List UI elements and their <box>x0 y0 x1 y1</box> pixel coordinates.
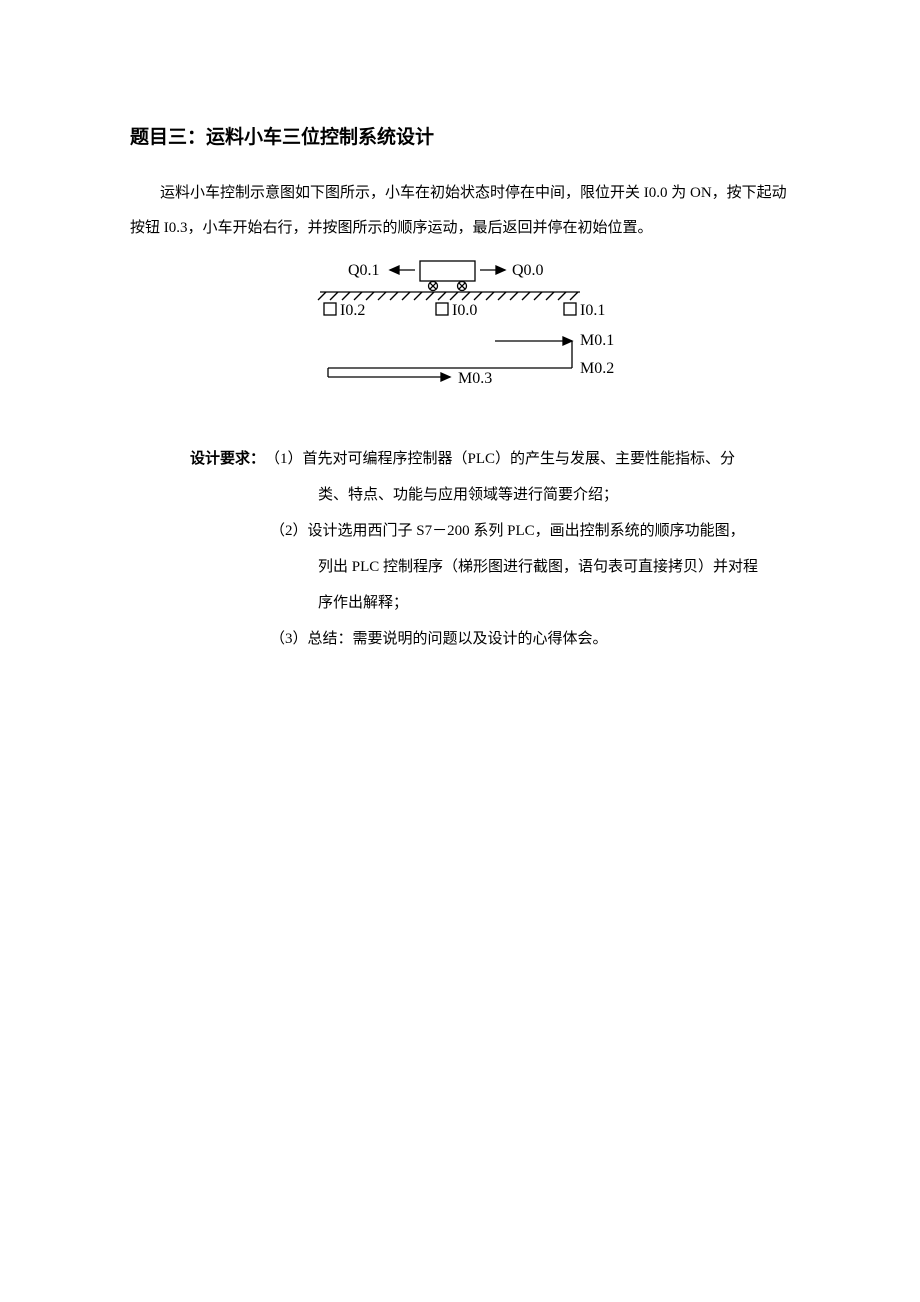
req-item-1: （1） 首先对可编程序控制器（PLC）的产生与发展、主要性能指标、分 <box>265 441 790 477</box>
req-num-1: （1） <box>265 441 303 477</box>
label-m02: M0.2 <box>580 360 614 377</box>
req-num-2: （2） <box>270 513 308 549</box>
req-text-2a: 设计选用西门子 S7－200 系列 PLC，画出控制系统的顺序功能图， <box>308 513 790 549</box>
req-text-1a: 首先对可编程序控制器（PLC）的产生与发展、主要性能指标、分 <box>303 441 790 477</box>
requirements-label: 设计要求： <box>190 441 265 477</box>
label-m03: M0.3 <box>458 370 492 387</box>
label-i00: I0.0 <box>452 302 477 319</box>
intro-paragraph: 运料小车控制示意图如下图所示，小车在初始状态时停在中间，限位开关 I0.0 为 … <box>130 176 790 245</box>
req-text-2b: 列出 PLC 控制程序（梯形图进行截图，语句表可直接拷贝）并对程 <box>190 549 790 585</box>
label-m01: M0.1 <box>580 332 614 349</box>
label-i02: I0.2 <box>340 302 365 319</box>
req-item-2: （2） 设计选用西门子 S7－200 系列 PLC，画出控制系统的顺序功能图， <box>270 513 790 549</box>
req-item-3: （3） 总结：需要说明的问题以及设计的心得体会。 <box>270 621 790 657</box>
requirements-block: 设计要求： （1） 首先对可编程序控制器（PLC）的产生与发展、主要性能指标、分… <box>130 441 790 657</box>
label-q01: Q0.1 <box>348 262 380 279</box>
req-text-1b: 类、特点、功能与应用领域等进行简要介绍； <box>190 477 790 513</box>
req-text-3a: 总结：需要说明的问题以及设计的心得体会。 <box>308 621 790 657</box>
cart-diagram: Q0.1 Q0.0 I0.2 I0.0 I0.1 M0.1 M0.2 M0.3 <box>290 255 630 411</box>
req-text-2c: 序作出解释； <box>190 585 790 621</box>
diagram-container: Q0.1 Q0.0 I0.2 I0.0 I0.1 M0.1 M0.2 M0.3 <box>130 255 790 411</box>
page-title: 题目三：运料小车三位控制系统设计 <box>130 120 790 156</box>
req-num-3: （3） <box>270 621 308 657</box>
label-i01: I0.1 <box>580 302 605 319</box>
label-q00: Q0.0 <box>512 262 544 279</box>
